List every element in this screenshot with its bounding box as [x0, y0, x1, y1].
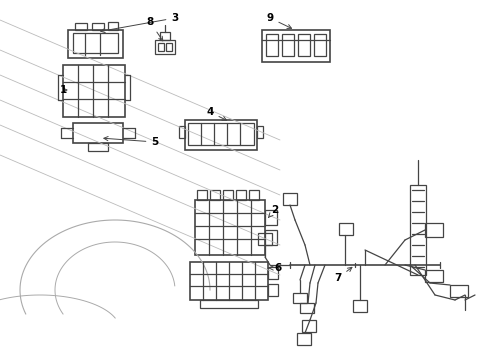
Bar [299, 303, 313, 313]
Bar [297, 34, 309, 56]
Bar [338, 223, 352, 235]
Bar [302, 320, 315, 332]
Bar [257, 126, 263, 138]
Bar [449, 285, 467, 297]
Bar [63, 65, 125, 117]
Bar [267, 267, 278, 279]
Bar [155, 40, 175, 54]
Bar [92, 23, 104, 30]
Text: 2: 2 [268, 205, 278, 217]
Text: 3: 3 [101, 13, 178, 33]
Bar [184, 120, 257, 150]
Bar [265, 34, 278, 56]
Bar [223, 190, 232, 200]
Text: 8: 8 [146, 17, 163, 41]
Text: 4: 4 [206, 107, 226, 120]
Bar [296, 333, 310, 345]
Text: 6: 6 [268, 263, 281, 273]
Bar [190, 262, 267, 300]
Bar [282, 34, 293, 56]
Bar [200, 300, 258, 308]
Bar [248, 190, 259, 200]
Text: 7: 7 [334, 267, 351, 283]
Bar [424, 270, 442, 282]
Bar [88, 143, 108, 151]
Bar [352, 300, 366, 312]
Bar [187, 123, 253, 145]
Bar [236, 190, 245, 200]
Bar [264, 230, 276, 245]
Bar [258, 233, 271, 245]
Text: 1: 1 [59, 85, 67, 95]
Bar [283, 193, 296, 205]
Bar [292, 293, 306, 303]
Bar [424, 223, 442, 237]
Bar [197, 190, 206, 200]
Bar [160, 32, 170, 40]
Bar [75, 23, 87, 30]
Bar [165, 43, 172, 51]
Text: 9: 9 [266, 13, 291, 28]
Bar [409, 185, 425, 275]
Bar [195, 200, 264, 255]
Bar [73, 33, 118, 53]
Bar [73, 123, 123, 143]
Bar [108, 22, 118, 30]
Bar [267, 284, 278, 296]
Bar [158, 43, 163, 51]
Bar [209, 190, 220, 200]
Bar [68, 30, 123, 58]
Bar [179, 126, 184, 138]
Text: 5: 5 [103, 136, 158, 147]
Bar [262, 30, 329, 62]
Bar [313, 34, 325, 56]
Bar [264, 210, 276, 225]
